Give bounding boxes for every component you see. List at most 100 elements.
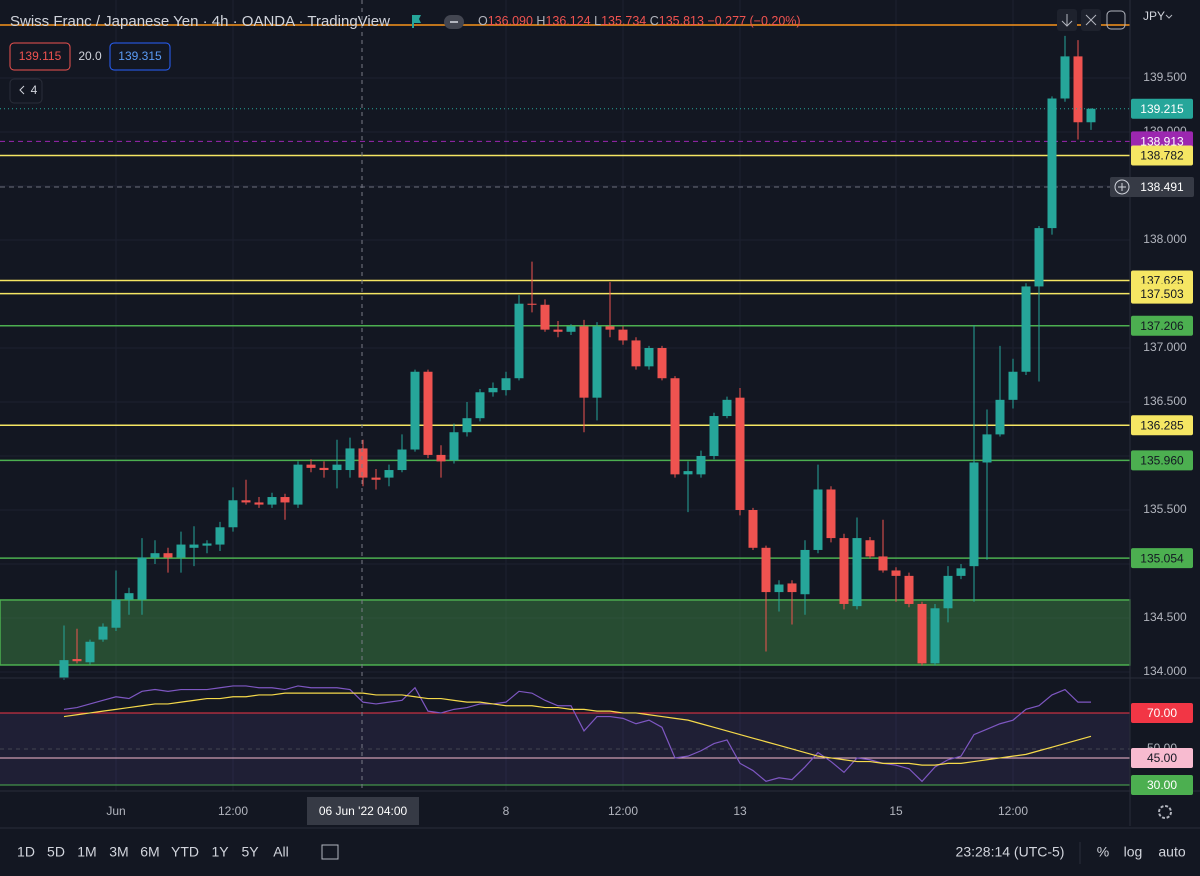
- y-tick-label: 45.00: [1147, 751, 1177, 765]
- plus-icon: [1118, 182, 1126, 191]
- candle-body: [462, 418, 472, 433]
- input-value: 139.315: [118, 49, 162, 63]
- candle-body: [215, 527, 225, 545]
- percent-toggle[interactable]: %: [1097, 844, 1109, 860]
- price-label-box: [1131, 98, 1193, 119]
- range-button[interactable]: 1Y: [211, 844, 229, 860]
- y-tick-label: 139.500: [1143, 70, 1187, 84]
- candle-body: [241, 500, 251, 503]
- candle-body: [995, 399, 1005, 435]
- currency[interactable]: JPY: [1143, 9, 1165, 23]
- candle-body: [696, 455, 706, 475]
- candle-body: [579, 326, 589, 398]
- arrow-down-icon: [1061, 14, 1073, 27]
- candle-body: [800, 549, 810, 595]
- price-label: 137.206: [1140, 319, 1184, 333]
- range-button[interactable]: All: [273, 844, 289, 860]
- candle-body: [904, 575, 914, 604]
- x-tick-label: Jun: [106, 804, 125, 818]
- candle-body: [280, 497, 290, 503]
- y-tick-label: 136.500: [1143, 394, 1187, 408]
- price-label-box: [1131, 450, 1193, 471]
- candle-body: [436, 454, 446, 462]
- symbol-title[interactable]: Swiss Franc / Japanese Yen · 4h · OANDA …: [10, 13, 390, 30]
- range-button[interactable]: YTD: [171, 844, 199, 860]
- price-label: 137.503: [1140, 287, 1184, 301]
- range-button[interactable]: 6M: [140, 844, 159, 860]
- candle-body: [293, 464, 303, 505]
- ohlc-key: O: [478, 14, 488, 28]
- candle-body: [72, 659, 82, 662]
- candle-body: [813, 489, 823, 550]
- candle-body: [137, 557, 147, 600]
- clock[interactable]: 23:28:14 (UTC-5): [956, 844, 1065, 860]
- indicator-toggle[interactable]: [9, 78, 43, 104]
- x-tick-label: 8: [503, 804, 510, 818]
- flag-icon[interactable]: [412, 15, 421, 28]
- candle-body: [85, 641, 95, 663]
- candle-body: [397, 449, 407, 471]
- input-value: 139.115: [19, 49, 62, 63]
- candle-body: [163, 553, 173, 558]
- y-tick-label: 30.00: [1147, 778, 1177, 792]
- input-value[interactable]: 20.0: [78, 49, 102, 63]
- candle-body: [878, 556, 888, 571]
- candle-body: [930, 608, 940, 664]
- candle-body: [1073, 56, 1083, 123]
- candle-body: [826, 489, 836, 539]
- candle-body: [722, 399, 732, 417]
- auto-toggle[interactable]: auto: [1158, 844, 1185, 860]
- rsi-label-box: [1131, 774, 1193, 795]
- price-label-box: [1131, 415, 1193, 436]
- calendar-icon[interactable]: [321, 844, 339, 860]
- candle-body: [943, 575, 953, 609]
- add-alert-icon[interactable]: [1114, 179, 1130, 195]
- footer: 23:28:14 (UTC-5) % log auto 1D 5D 1M 3M 6M YT…: [17, 842, 1186, 864]
- y-tick-label: 137.000: [1143, 340, 1187, 354]
- ohlc-value: 136.090: [488, 14, 533, 28]
- candle-body: [709, 416, 719, 456]
- ohlc-key: H: [536, 14, 545, 28]
- candle-body: [735, 397, 745, 510]
- candle-body: [1008, 371, 1018, 400]
- axes: 134.000134.500135.000135.500136.000136.5…: [106, 70, 1194, 818]
- close-icon: [1085, 14, 1097, 26]
- candle-body: [358, 448, 368, 478]
- candle-body: [774, 584, 784, 593]
- candle-body: [514, 303, 524, 379]
- candle-body: [748, 509, 758, 548]
- range-button[interactable]: 5D: [47, 844, 65, 860]
- candle-body: [956, 568, 966, 576]
- candle-body: [540, 304, 550, 330]
- price-label-box: [1110, 176, 1194, 197]
- candle-body: [449, 432, 459, 461]
- price-label-box: [1131, 548, 1193, 569]
- candle-body: [852, 538, 862, 607]
- candle-body: [683, 471, 693, 475]
- x-tick-label: 15: [889, 804, 903, 818]
- settings-icon[interactable]: [1158, 805, 1172, 819]
- ohlc-value: 135.734: [601, 14, 646, 28]
- candle-body: [501, 378, 511, 391]
- candle-body: [865, 540, 875, 557]
- input-box[interactable]: [9, 42, 71, 71]
- range-button[interactable]: 5Y: [241, 844, 259, 860]
- ohlc-key: C: [650, 14, 659, 28]
- range-button[interactable]: 3M: [109, 844, 128, 860]
- indicator-count: 4: [31, 83, 38, 97]
- ohlc-value: 135.813: [659, 14, 704, 28]
- log-toggle[interactable]: log: [1124, 844, 1143, 860]
- candle-body: [384, 470, 394, 478]
- range-button[interactable]: 1M: [77, 844, 96, 860]
- price-label: 139.215: [1140, 102, 1184, 116]
- candle-body: [891, 570, 901, 576]
- range-button[interactable]: 1D: [17, 844, 35, 860]
- input-box[interactable]: [109, 42, 171, 71]
- candle-body: [1034, 228, 1044, 287]
- x-tick-label: 13: [733, 804, 747, 818]
- ohlc: O136.090 H136.124 L135.734 C135.813 −0.2…: [478, 14, 801, 28]
- zone: [0, 599, 1131, 666]
- maximize-button[interactable]: [1106, 10, 1126, 30]
- y-tick-label: 138.000: [1143, 232, 1187, 246]
